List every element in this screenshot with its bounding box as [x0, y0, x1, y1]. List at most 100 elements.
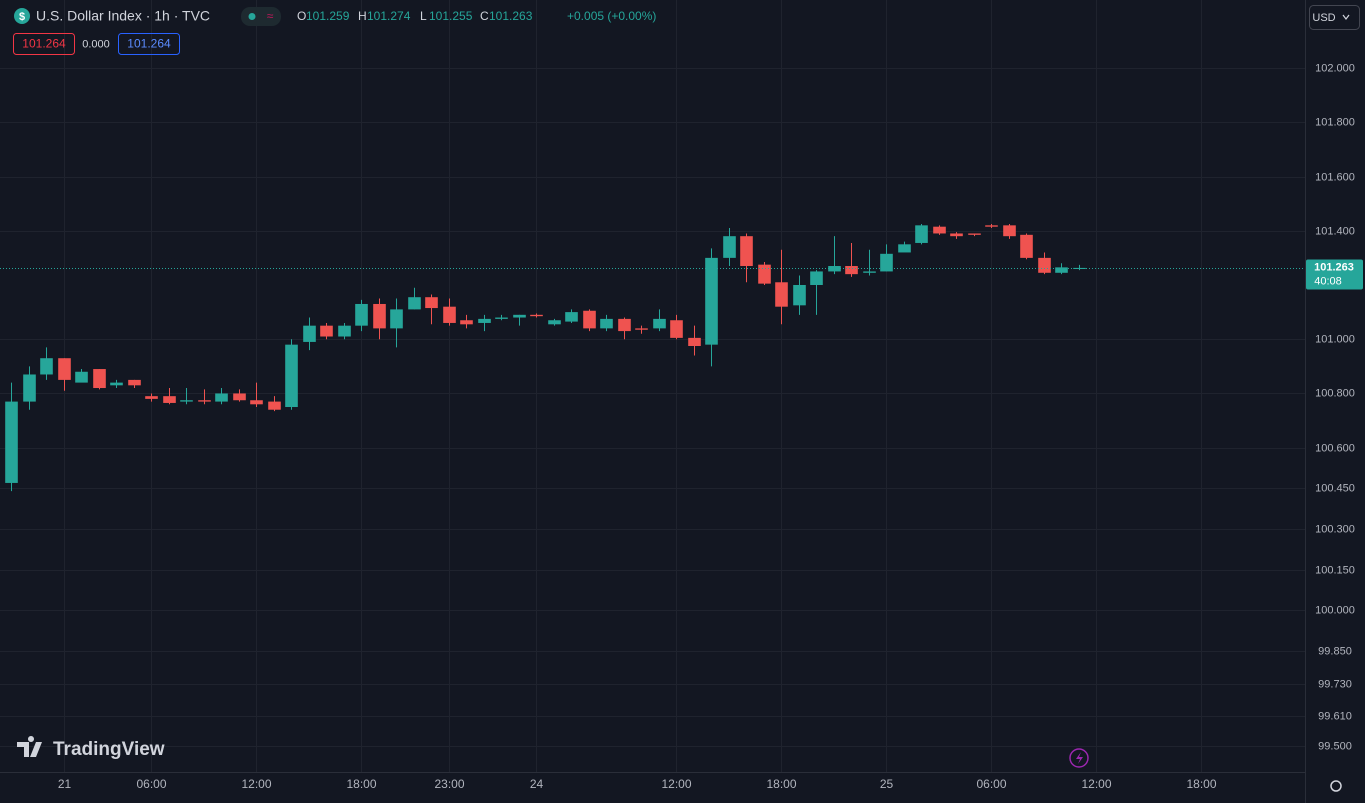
- ohlc-value: 101.263: [489, 9, 533, 23]
- status-pill[interactable]: [241, 7, 281, 26]
- candle-body: [933, 226, 946, 234]
- candle-body: [723, 236, 736, 258]
- x-tick-label: 06:00: [976, 777, 1006, 791]
- candles: [0, 223, 1305, 492]
- x-tick-label: 24: [530, 777, 544, 791]
- ohlc-legend: O 101.259 H 101.274 L 101.255 C 101.263: [297, 9, 533, 23]
- candle-body: [355, 303, 368, 326]
- candle-body: [478, 318, 491, 323]
- candle-body: [198, 400, 211, 402]
- candle-body: [215, 393, 228, 402]
- currency: USD: [1312, 12, 1335, 24]
- candle-body: [618, 318, 631, 332]
- candle-body: [985, 225, 998, 227]
- symbol-icon-glyph: $: [19, 11, 25, 23]
- ohlc-value: 101.274: [367, 9, 411, 23]
- y-tick-label: 99.730: [1318, 678, 1352, 690]
- candle-body: [583, 310, 596, 329]
- candle-body: [250, 400, 263, 405]
- x-tick-label: 18:00: [766, 777, 796, 791]
- candle-body: [600, 318, 613, 329]
- x-tick-label: 12:00: [1081, 777, 1111, 791]
- candle-body: [705, 257, 718, 345]
- candle-body: [268, 401, 281, 410]
- candle-body: [303, 325, 316, 342]
- ohlc-value: 101.259: [306, 9, 350, 23]
- y-tick-label: 99.500: [1318, 740, 1352, 752]
- candle-body: [810, 271, 823, 285]
- brand-logo: [17, 736, 42, 757]
- currency-button[interactable]: [1309, 5, 1360, 30]
- candle-body: [5, 401, 18, 483]
- candle-body: [23, 374, 36, 402]
- candle-body: [233, 393, 246, 401]
- candle-body: [110, 382, 123, 386]
- candle-body: [530, 314, 543, 317]
- candle-body: [635, 328, 648, 330]
- spread: 0.000: [82, 38, 110, 50]
- candle-body: [950, 233, 963, 237]
- candle-body: [338, 325, 351, 337]
- candle-body: [443, 306, 456, 323]
- sell-price: 101.264: [22, 37, 66, 51]
- candle-body: [863, 271, 876, 273]
- candle-body: [1055, 267, 1068, 273]
- ohlc-letter: L: [420, 9, 427, 23]
- change: +0.005 (+0.00%): [567, 9, 656, 23]
- x-tick-label: 18:00: [346, 777, 376, 791]
- grid: [0, 0, 1305, 772]
- candle-body: [75, 371, 88, 383]
- last-price-label: 101.263: [1314, 261, 1354, 273]
- y-tick-label: 100.600: [1315, 442, 1355, 454]
- candle-body: [968, 233, 981, 235]
- y-tick-label: 100.000: [1315, 604, 1355, 616]
- x-tick-label: 06:00: [136, 777, 166, 791]
- buy-price: 101.264: [127, 37, 171, 51]
- candle-body: [1038, 257, 1051, 273]
- candle-body: [1073, 267, 1086, 269]
- ohlc-value: 101.255: [429, 9, 473, 23]
- y-tick-label: 99.850: [1318, 645, 1352, 657]
- candle-body: [390, 309, 403, 329]
- event-bolt: [1076, 752, 1083, 764]
- candle-body: [740, 236, 753, 267]
- status-dot: [248, 13, 256, 20]
- candle-body: [688, 337, 701, 347]
- axes: 102.000 101.800 101.600 101.400 101.000 100.8…: [58, 62, 1363, 791]
- ohlc-letter: O: [297, 9, 306, 23]
- ohlc-letter: H: [358, 9, 367, 23]
- candle-body: [793, 284, 806, 306]
- candle-body: [1020, 234, 1033, 258]
- ohlc-letter: C: [480, 9, 489, 23]
- candle-body: [495, 317, 508, 319]
- event-icon[interactable]: [1069, 748, 1089, 768]
- y-tick-label: 100.150: [1315, 564, 1355, 576]
- candle-body: [145, 396, 158, 399]
- candle-body: [93, 369, 106, 389]
- sell-button[interactable]: [13, 33, 75, 55]
- candle-body: [775, 282, 788, 307]
- symbol-icon: [14, 8, 30, 24]
- x-tick-label: 12:00: [661, 777, 691, 791]
- y-tick-label: 101.800: [1315, 116, 1355, 128]
- x-tick-label: 18:00: [1186, 777, 1216, 791]
- y-tick-label: 101.000: [1315, 333, 1355, 345]
- candle-body: [670, 320, 683, 338]
- candle-body: [460, 320, 473, 325]
- x-tick-label: 12:00: [241, 777, 271, 791]
- y-tick-label: 102.000: [1315, 62, 1355, 74]
- candle-body: [880, 253, 893, 272]
- candle-body: [320, 325, 333, 337]
- brand: TradingView: [53, 739, 165, 760]
- chart-title: U.S. Dollar Index · 1h · TVC: [36, 8, 210, 24]
- candle-body: [58, 358, 71, 380]
- candle-body: [40, 358, 53, 375]
- buy-button[interactable]: [118, 33, 180, 55]
- y-tick-label: 100.300: [1315, 523, 1355, 535]
- candle-body: [845, 266, 858, 275]
- candle-body: [180, 400, 193, 402]
- y-tick-label: 100.450: [1315, 482, 1355, 494]
- settings-icon[interactable]: [1330, 780, 1342, 792]
- status-wave: ≈: [267, 9, 274, 23]
